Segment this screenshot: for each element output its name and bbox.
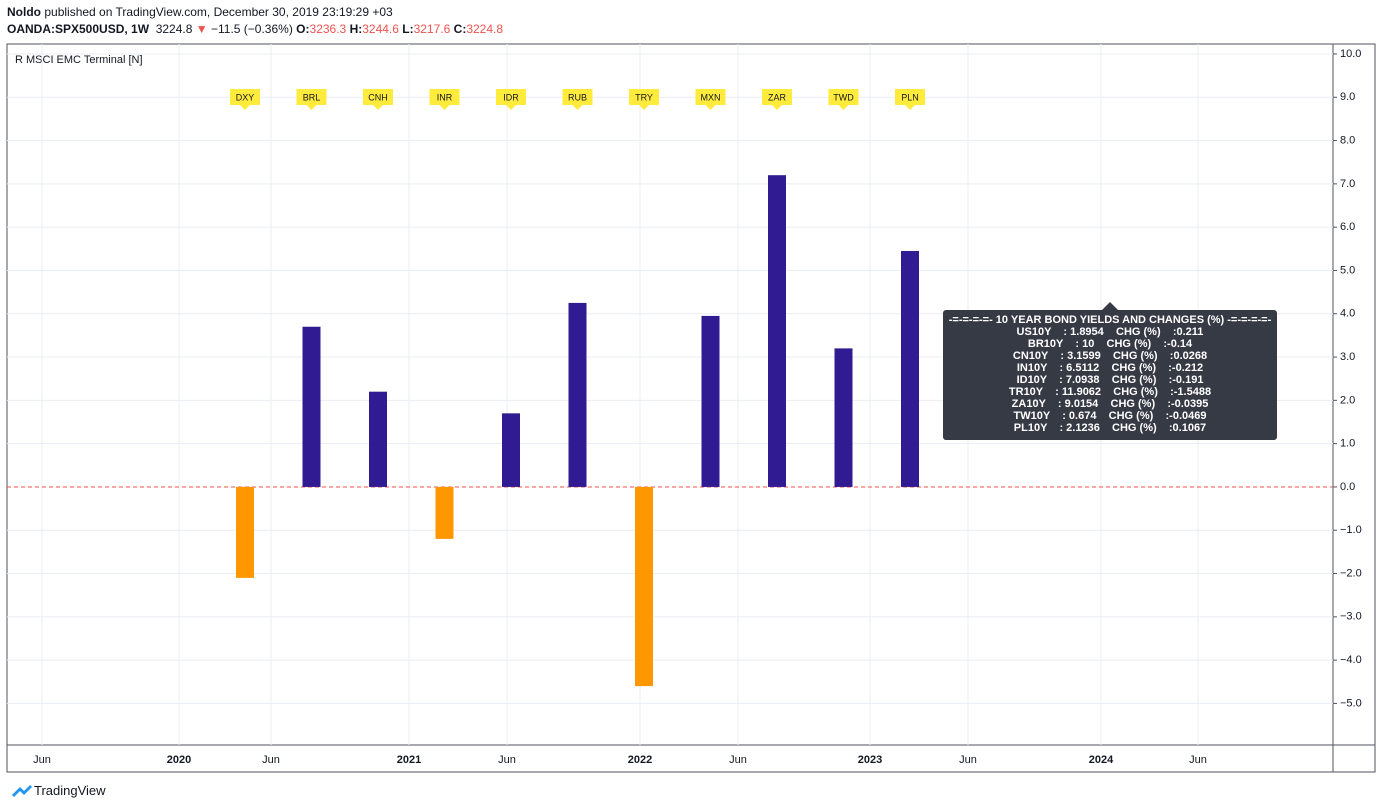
flag-label: CNH (368, 92, 388, 102)
y-tick-label: 4.0 (1340, 308, 1355, 320)
x-tick-label: 2024 (1089, 754, 1114, 766)
symbol-line: OANDA:SPX500USD, 1W 3224.8 ▼ −11.5 (−0.3… (7, 22, 503, 36)
flag (230, 89, 260, 110)
flag-label: TWD (833, 92, 854, 102)
last-price: 3224.8 (155, 22, 193, 36)
flag (629, 89, 659, 110)
flag (828, 89, 859, 110)
x-tick-label: Jun (33, 754, 51, 766)
bar (568, 302, 587, 487)
x-tick-label: 2020 (167, 754, 191, 766)
indicator-title: R MSCI EMC Terminal [N] (15, 54, 143, 66)
x-tick-label: Jun (262, 754, 280, 766)
flag (296, 89, 327, 110)
y-tick-label: 10.0 (1340, 48, 1361, 60)
ohlc-label: C: (453, 22, 467, 36)
bar (369, 391, 387, 487)
info-row: PL10Y : 2.1236 CHG (%) :0.1067 (1013, 422, 1207, 434)
bar (768, 175, 786, 487)
y-tick-label: 8.0 (1340, 134, 1355, 146)
flag (429, 89, 460, 110)
info-row: ID10Y : 7.0938 CHG (%) :-0.191 (1016, 374, 1204, 386)
x-tick-label: Jun (1189, 754, 1207, 766)
flag-label: BRL (303, 92, 321, 102)
info-row: ZA10Y : 9.0154 CHG (%) :-0.0395 (1011, 398, 1209, 410)
ohlc-value: 3217.6 (413, 22, 451, 36)
bar (502, 413, 520, 487)
x-tick-label: 2022 (628, 754, 652, 766)
flag (496, 89, 526, 110)
header-line: Noldo published on TradingView.com, Dece… (7, 5, 393, 19)
x-tick-label: 2021 (397, 754, 421, 766)
flag (762, 89, 792, 110)
bar (302, 326, 321, 487)
flag-label: PLN (901, 92, 919, 102)
y-tick-label: −4.0 (1340, 654, 1362, 666)
y-tick-label: 5.0 (1340, 264, 1355, 276)
flag-label: ZAR (768, 92, 787, 102)
y-tick-label: −2.0 (1340, 567, 1362, 579)
logo (12, 785, 32, 797)
y-tick-label: 6.0 (1340, 221, 1355, 233)
ohlc-label: L: (402, 22, 414, 36)
x-tick-label: Jun (959, 754, 977, 766)
flag-label: MXN (701, 92, 721, 102)
flag (363, 89, 393, 110)
info-row: CN10Y : 3.1599 CHG (%) :0.0268 (1012, 350, 1208, 362)
ohlc-value: 3236.3 (309, 22, 347, 36)
brand: TradingView (34, 783, 106, 798)
bar (701, 315, 720, 487)
ohlc-value: 3224.8 (466, 22, 504, 36)
info-box: -=-=-=-=- 10 YEAR BOND YIELDS AND CHANGE… (943, 310, 1277, 440)
bar (635, 486, 653, 687)
flag-label: DXY (236, 92, 255, 102)
ohlc-label: H: (349, 22, 363, 36)
y-tick-label: 3.0 (1340, 351, 1355, 363)
change: −11.5 (−0.36%) (210, 22, 293, 36)
info-row: US10Y : 1.8954 CHG (%) :0.211 (1016, 326, 1204, 338)
published: published on TradingView.com, December 3… (44, 5, 393, 19)
y-tick-label: −5.0 (1340, 697, 1362, 709)
y-tick-label: 9.0 (1340, 91, 1355, 103)
flag-label: RUB (568, 92, 587, 102)
y-tick-label: 7.0 (1340, 178, 1355, 190)
info-row: TR10Y : 11.9062 CHG (%) :-1.5488 (1008, 386, 1212, 398)
x-tick-label: Jun (729, 754, 747, 766)
y-tick-label: 1.0 (1340, 438, 1355, 450)
bar (435, 486, 454, 539)
x-tick-label: Jun (498, 754, 516, 766)
flag (695, 89, 726, 110)
author: Noldo (7, 5, 41, 19)
y-tick-label: −3.0 (1340, 611, 1362, 623)
bar (236, 486, 254, 578)
info-row: TW10Y : 0.674 CHG (%) :-0.0469 (1013, 410, 1207, 422)
symbol: OANDA:SPX500USD, 1W (7, 22, 150, 36)
info-row: -=-=-=-=- 10 YEAR BOND YIELDS AND CHANGE… (948, 314, 1272, 326)
bar (834, 348, 853, 487)
flag-label: INR (437, 92, 453, 102)
info-row: IN10Y : 6.5112 CHG (%) :-0.212 (1016, 362, 1204, 374)
bar (901, 250, 919, 487)
flag (562, 89, 593, 110)
arrow: ▼ (195, 22, 208, 36)
y-tick-label: 2.0 (1340, 394, 1355, 406)
y-tick-label: −1.0 (1340, 524, 1362, 536)
info-row: BR10Y : 10 CHG (%) :-0.14 (1027, 338, 1193, 350)
y-tick-label: 0.0 (1340, 481, 1355, 493)
frame (6, 43, 1376, 773)
ohlc-value: 3244.6 (362, 22, 399, 36)
flag-label: TRY (635, 92, 653, 102)
x-tick-label: 2023 (858, 754, 882, 766)
flag-label: IDR (503, 92, 519, 102)
flag (895, 89, 925, 110)
ohlc-label: O: (296, 22, 310, 36)
